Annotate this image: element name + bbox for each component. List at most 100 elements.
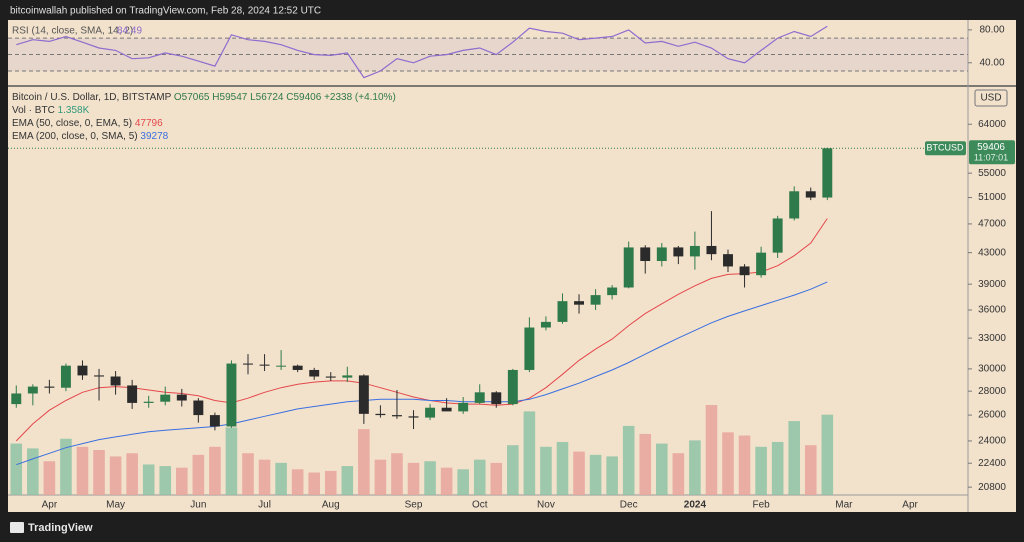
candle-body [491, 392, 502, 405]
chart-area [8, 20, 1016, 512]
volume-bar [324, 470, 337, 495]
x-tick-label: Feb [752, 500, 770, 511]
candle-body [127, 385, 138, 403]
y-tick-label: 40.00 [979, 57, 1004, 68]
candle-body [739, 266, 750, 276]
candle-body [822, 148, 833, 198]
candle-body [209, 415, 220, 427]
ohlc-open: O57065 [174, 92, 210, 103]
x-tick-label: Dec [620, 500, 638, 511]
candle-body [375, 413, 386, 416]
y-tick-label: 20800 [978, 482, 1006, 493]
y-tick-label: 24000 [978, 436, 1006, 447]
volume-legend: Vol · BTC 1.358K [12, 105, 90, 116]
y-tick-label: 22400 [978, 458, 1006, 469]
y-tick-label: 47000 [978, 219, 1006, 230]
candle-body [689, 245, 700, 257]
candle-body [259, 364, 270, 366]
candle-body [557, 301, 568, 322]
ohlc-high: H59547 [212, 92, 247, 103]
volume-bar [738, 435, 751, 495]
rsi-legend-value: 84.49 [117, 26, 142, 37]
candle-body [358, 375, 369, 414]
candle-body [507, 369, 518, 405]
volume-bar [126, 453, 138, 495]
candle-body [805, 191, 816, 198]
candle-body [94, 375, 104, 377]
y-tick-label: 43000 [978, 247, 1006, 258]
candle-body [342, 375, 353, 378]
volume-bar [374, 459, 387, 495]
candle-body [772, 218, 783, 253]
volume-bar [142, 464, 155, 495]
ohlc-change: +2338 (+4.10%) [324, 92, 396, 103]
volume-bar [60, 438, 72, 495]
ema-line [15, 218, 828, 442]
y-tick-label: 80.00 [979, 25, 1004, 36]
candle-body [756, 252, 767, 276]
x-tick-label: Jun [190, 500, 206, 511]
volume-bar [258, 459, 271, 495]
candle-body [640, 247, 651, 262]
currency-label: USD [980, 93, 1001, 104]
x-tick-label: Apr [42, 500, 58, 511]
volume-name: Vol · BTC [12, 105, 55, 116]
volume-bar [457, 469, 469, 495]
volume-bar [540, 446, 552, 495]
volume-bar [771, 441, 784, 495]
volume-bar [589, 454, 602, 495]
volume-bar [755, 446, 767, 495]
volume-value: 1.358K [58, 105, 90, 116]
footer-brand: TradingView [28, 522, 93, 534]
candle-body [176, 394, 187, 401]
volume-bar [242, 453, 254, 495]
volume-bar [606, 456, 618, 495]
volume-bar [109, 456, 122, 495]
price-tag-countdown: 11:07:01 [974, 153, 1008, 163]
candle-body [309, 369, 320, 377]
volume-bar [440, 467, 453, 495]
volume-bar [275, 462, 287, 495]
ohlc-low: L56724 [250, 92, 284, 103]
x-tick-label: Mar [835, 500, 853, 511]
volume-bar [76, 446, 89, 495]
candle-body [325, 376, 336, 378]
y-tick-label: 33000 [978, 333, 1006, 344]
y-tick-label: 26000 [978, 410, 1006, 421]
candle-body [540, 321, 551, 328]
ema200-legend: EMA (200, close, 0, SMA, 5) 39278 [12, 131, 169, 142]
x-tick-label: Sep [405, 500, 423, 511]
candle-body [474, 392, 485, 403]
candle-body [623, 247, 634, 288]
x-tick-label: Jul [258, 500, 271, 511]
candle-body [656, 247, 667, 262]
volume-bar [473, 459, 486, 495]
volume-bar [176, 467, 188, 495]
ema200-name: EMA (200, close, 0, SMA, 5) [12, 131, 138, 142]
candle-body [408, 416, 419, 418]
footer-logo[interactable]: TradingView [10, 522, 93, 534]
currency-box[interactable] [974, 89, 1008, 107]
y-tick-label: 28000 [978, 386, 1006, 397]
volume-bar [209, 446, 221, 495]
candle-body [425, 407, 436, 418]
volume-bar [424, 461, 436, 495]
volume-bar [358, 429, 370, 495]
volume-bar [821, 414, 834, 495]
candle-body [160, 394, 171, 402]
candle-body [607, 287, 618, 296]
volume-bar [225, 427, 238, 495]
y-tick-label: 51000 [978, 192, 1006, 203]
y-tick-label: 64000 [978, 119, 1006, 130]
volume-bar [639, 433, 652, 495]
volume-bar [556, 441, 569, 495]
rsi-line [16, 25, 828, 79]
price-tag [969, 140, 1015, 165]
candle-body [276, 365, 287, 367]
publisher-line: bitcoinwallah published on TradingView.c… [10, 6, 321, 17]
volume-bar [523, 411, 536, 495]
volume-bar [507, 445, 519, 495]
candle-body [11, 393, 22, 405]
candle-body [243, 363, 253, 365]
